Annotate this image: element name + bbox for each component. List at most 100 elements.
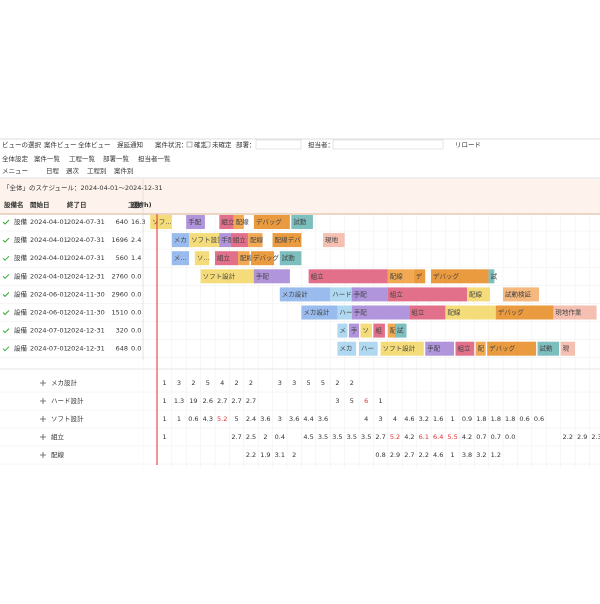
task-bar[interactable] xyxy=(291,215,313,229)
task-bar[interactable] xyxy=(348,323,359,338)
task-bar[interactable] xyxy=(301,305,338,320)
task-bar[interactable] xyxy=(279,287,331,302)
task-bar[interactable] xyxy=(395,323,407,338)
expand-icon[interactable] xyxy=(40,398,46,404)
task-bar[interactable] xyxy=(194,251,210,266)
task-bar[interactable] xyxy=(230,233,249,248)
toolbar-item[interactable]: 部署： xyxy=(236,140,256,149)
task-bar[interactable] xyxy=(409,305,446,320)
load-value: 1.6 xyxy=(433,415,443,423)
task-bar[interactable] xyxy=(189,233,221,248)
checkbox[interactable] xyxy=(204,141,211,148)
task-bar[interactable] xyxy=(495,305,554,320)
expand-icon[interactable] xyxy=(40,452,46,458)
toolbar-item[interactable]: 案件ビュー xyxy=(44,140,77,149)
load-value: 3.5 xyxy=(361,433,371,441)
task-bar[interactable] xyxy=(359,341,378,356)
toolbar-item[interactable]: 担当者： xyxy=(308,140,334,149)
task-bar[interactable] xyxy=(503,287,539,302)
cell: 設備 xyxy=(14,289,28,298)
task-bar[interactable] xyxy=(171,251,190,266)
task-bar[interactable] xyxy=(445,305,496,320)
toolbar-item[interactable]: 案件一覧 xyxy=(34,154,61,163)
task-bar[interactable] xyxy=(467,287,491,302)
task-bar[interactable] xyxy=(186,215,205,229)
cell: 2024-11-30 xyxy=(67,309,105,317)
toolbar-item[interactable]: リロード xyxy=(455,141,481,149)
task-bar[interactable] xyxy=(150,215,172,229)
task-bar[interactable] xyxy=(337,305,352,320)
dropdown[interactable] xyxy=(332,139,444,150)
task-bar[interactable] xyxy=(431,269,489,284)
task-bar[interactable] xyxy=(171,233,190,248)
task-bar[interactable] xyxy=(308,269,388,284)
toolbar-item[interactable]: 遅延通知 xyxy=(117,140,143,149)
task-bar[interactable] xyxy=(360,323,372,338)
load-value: 2.3 xyxy=(591,433,600,441)
task-bar[interactable] xyxy=(219,215,234,229)
cell: 1.4 xyxy=(131,254,141,262)
task-bar[interactable] xyxy=(387,269,414,284)
task-bar[interactable] xyxy=(215,251,239,266)
task-bar[interactable] xyxy=(387,287,467,302)
task-bar[interactable] xyxy=(413,269,426,284)
load-value: 0.6 xyxy=(519,415,529,423)
task-bar[interactable] xyxy=(351,305,410,320)
task-bar[interactable] xyxy=(487,341,537,356)
task-bar[interactable] xyxy=(238,251,250,266)
task-bar[interactable] xyxy=(248,233,263,248)
expand-icon[interactable] xyxy=(40,416,46,422)
cell: 2024-07-01 xyxy=(30,327,68,335)
task-bar[interactable] xyxy=(553,305,597,320)
cell: 1510 xyxy=(111,309,128,317)
toolbar-item[interactable]: 週次 xyxy=(66,166,80,175)
task-bar[interactable] xyxy=(272,233,302,248)
toolbar-item[interactable]: 部署一覧 xyxy=(103,154,130,163)
checkbox[interactable] xyxy=(186,141,193,148)
toolbar-item[interactable]: 工程別 xyxy=(87,166,107,175)
task-bar[interactable] xyxy=(279,251,302,266)
task-bar[interactable] xyxy=(200,269,259,284)
task-bar[interactable] xyxy=(455,341,475,356)
task-bar[interactable] xyxy=(537,341,560,356)
task-label: 手 xyxy=(351,326,358,335)
task-bar[interactable] xyxy=(323,233,345,248)
toolbar-item[interactable]: 担当者一覧 xyxy=(138,154,171,163)
task-bar[interactable] xyxy=(219,233,231,248)
task-label: 試動 xyxy=(293,217,307,226)
task-bar[interactable] xyxy=(337,323,348,338)
toolbar-item[interactable]: 案件状況： xyxy=(155,140,188,149)
task-bar[interactable] xyxy=(425,341,455,356)
task-bar[interactable] xyxy=(387,323,395,338)
column-header: 設備名 xyxy=(4,200,24,209)
toolbar-item[interactable]: 工程一覧 xyxy=(69,154,96,163)
task-bar[interactable] xyxy=(373,323,385,338)
load-value: 4.2 xyxy=(404,433,414,441)
task-bar[interactable] xyxy=(475,341,486,356)
toolbar-item[interactable]: 未確定 xyxy=(212,140,232,149)
task-bar[interactable] xyxy=(488,269,495,284)
toolbar-item[interactable]: 確定 xyxy=(194,140,208,149)
task-bar[interactable] xyxy=(337,341,357,356)
load-value: 5 xyxy=(321,379,325,387)
task-bar[interactable] xyxy=(560,341,575,356)
task-bar[interactable] xyxy=(380,341,424,356)
toolbar-item[interactable]: 案件別 xyxy=(114,166,134,175)
task-bar[interactable] xyxy=(233,215,244,229)
task-bar[interactable] xyxy=(251,251,275,266)
load-value: 1 xyxy=(451,415,455,423)
expand-icon[interactable] xyxy=(40,380,46,386)
expand-icon[interactable] xyxy=(40,434,46,440)
load-value: 2.6 xyxy=(203,397,213,405)
toolbar-item[interactable]: 全体ビュー xyxy=(78,140,111,149)
task-bar[interactable] xyxy=(253,215,290,229)
task-bar[interactable] xyxy=(253,269,290,284)
task-bar[interactable] xyxy=(351,287,388,302)
toolbar-item[interactable]: 日程 xyxy=(46,166,60,175)
load-value: 2.9 xyxy=(390,451,400,459)
dropdown[interactable] xyxy=(255,139,302,150)
toolbar-item[interactable]: 全体設定 xyxy=(2,154,29,163)
load-value: 2.7 xyxy=(231,397,241,405)
cell: 2024-07-31 xyxy=(67,236,105,244)
cell: 648 xyxy=(116,345,128,353)
